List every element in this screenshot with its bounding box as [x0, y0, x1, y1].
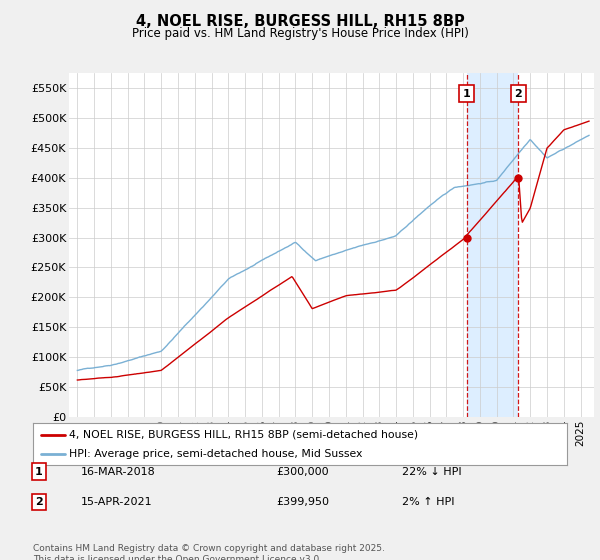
Text: Contains HM Land Registry data © Crown copyright and database right 2025.
This d: Contains HM Land Registry data © Crown c… [33, 544, 385, 560]
Text: 1: 1 [463, 89, 470, 99]
Text: £300,000: £300,000 [276, 466, 329, 477]
Bar [467, 73, 518, 417]
Text: 2: 2 [35, 497, 43, 507]
Text: 16-MAR-2018: 16-MAR-2018 [81, 466, 156, 477]
Text: 2% ↑ HPI: 2% ↑ HPI [402, 497, 455, 507]
Text: 1: 1 [35, 466, 43, 477]
Text: HPI: Average price, semi-detached house, Mid Sussex: HPI: Average price, semi-detached house,… [70, 449, 362, 459]
Text: 4, NOEL RISE, BURGESS HILL, RH15 8BP: 4, NOEL RISE, BURGESS HILL, RH15 8BP [136, 14, 464, 29]
Text: 22% ↓ HPI: 22% ↓ HPI [402, 466, 461, 477]
Text: £399,950: £399,950 [276, 497, 329, 507]
Text: Price paid vs. HM Land Registry's House Price Index (HPI): Price paid vs. HM Land Registry's House … [131, 27, 469, 40]
Text: 4, NOEL RISE, BURGESS HILL, RH15 8BP (semi-detached house): 4, NOEL RISE, BURGESS HILL, RH15 8BP (se… [70, 430, 418, 440]
Text: 15-APR-2021: 15-APR-2021 [81, 497, 152, 507]
Text: 2: 2 [514, 89, 522, 99]
